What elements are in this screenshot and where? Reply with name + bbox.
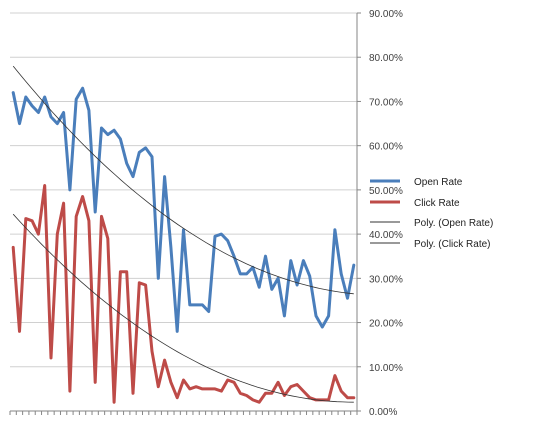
- y-tick-label: 70.00%: [369, 97, 403, 108]
- y-tick-label: 30.00%: [369, 274, 403, 285]
- y-tick-label: 40.00%: [369, 230, 403, 241]
- series-line-click-rate: [11, 184, 356, 404]
- y-tick-label: 50.00%: [369, 186, 403, 197]
- series: [11, 65, 356, 404]
- legend-label-open-rate: Open Rate: [414, 177, 463, 188]
- y-tick-label: 90.00%: [369, 9, 403, 20]
- legend-entry-poly-open-rate: Poly. (Open Rate): [370, 218, 493, 229]
- y-tick-label: 10.00%: [369, 363, 403, 374]
- legend-label-poly-open-rate: Poly. (Open Rate): [414, 218, 493, 229]
- axes: [9, 13, 358, 415]
- y-tick-label: 80.00%: [369, 53, 403, 64]
- trendline-click-rate: [12, 213, 354, 403]
- y-tick-label: 0.00%: [369, 407, 397, 418]
- y-axis-tick-labels: 0.00% 10.00% 20.00% 30.00% 40.00% 50.00% 60.00…: [369, 9, 403, 418]
- legend-entry-click-rate: Click Rate: [370, 198, 460, 209]
- trendline-open-rate: [12, 65, 354, 295]
- legend-label-click-rate: Click Rate: [414, 198, 460, 209]
- legend: Open Rate Click Rate Poly. (Open Rate) P…: [370, 177, 493, 250]
- y-tick-label: 20.00%: [369, 319, 403, 330]
- legend-entry-poly-click-rate: Poly. (Click Rate): [370, 239, 491, 250]
- legend-entry-open-rate: Open Rate: [370, 177, 463, 188]
- series-line-open-rate: [11, 86, 356, 333]
- y-tick-label: 60.00%: [369, 142, 403, 153]
- legend-label-poly-click-rate: Poly. (Click Rate): [414, 239, 491, 250]
